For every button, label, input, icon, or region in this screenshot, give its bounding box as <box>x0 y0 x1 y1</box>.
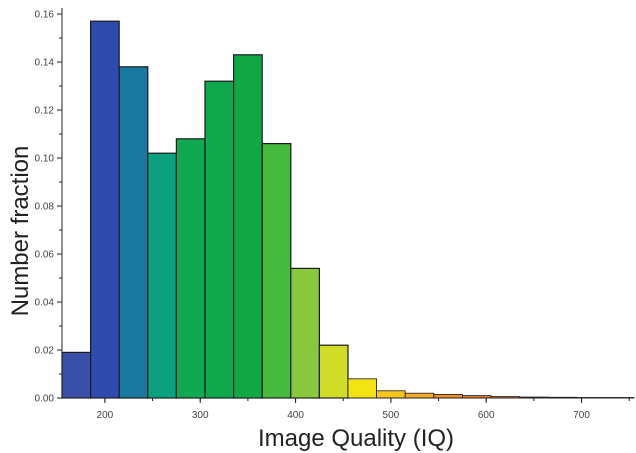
y-tick-label: 0.06 <box>35 250 55 261</box>
histogram-bar <box>261 143 292 399</box>
histogram-bar <box>404 392 435 399</box>
histogram-bar <box>376 390 406 399</box>
x-tick-label: 400 <box>287 410 304 421</box>
histogram-bar <box>118 66 149 399</box>
y-tick-label: 0.14 <box>35 58 55 69</box>
x-tick-label: 300 <box>192 410 209 421</box>
histogram-bar <box>147 152 178 399</box>
x-tick-label: 200 <box>97 410 114 421</box>
y-axis-title: Number fraction <box>7 146 34 317</box>
histogram-bar <box>61 351 92 399</box>
y-tick-label: 0.12 <box>35 106 55 117</box>
x-axis-title: Image Quality (IQ) <box>258 425 454 452</box>
axes-layer: 0.00 0.02 0.04 0.06 0.08 0.10 0.12 0.14 0.16 200 3… <box>35 8 634 421</box>
histogram-bar <box>318 344 349 399</box>
y-tick-label: 0.16 <box>35 10 55 21</box>
histogram-bar <box>433 393 463 399</box>
histogram-bar <box>204 80 235 399</box>
x-tick-label: 600 <box>478 410 495 421</box>
y-tick-label: 0.08 <box>35 202 55 213</box>
histogram-bar <box>89 20 120 399</box>
x-tick-label: 700 <box>573 410 590 421</box>
histogram-bar <box>175 138 206 399</box>
y-tick-label: 0.02 <box>35 346 55 357</box>
y-tick-label: 0.00 <box>35 394 55 405</box>
bars-layer <box>61 20 635 399</box>
y-tick-label: 0.04 <box>35 298 55 309</box>
y-tick-label: 0.10 <box>35 154 55 165</box>
x-tick-label: 500 <box>383 410 400 421</box>
histogram-bar <box>290 267 320 399</box>
histogram-bar <box>347 378 378 399</box>
histogram-bar <box>233 54 263 399</box>
